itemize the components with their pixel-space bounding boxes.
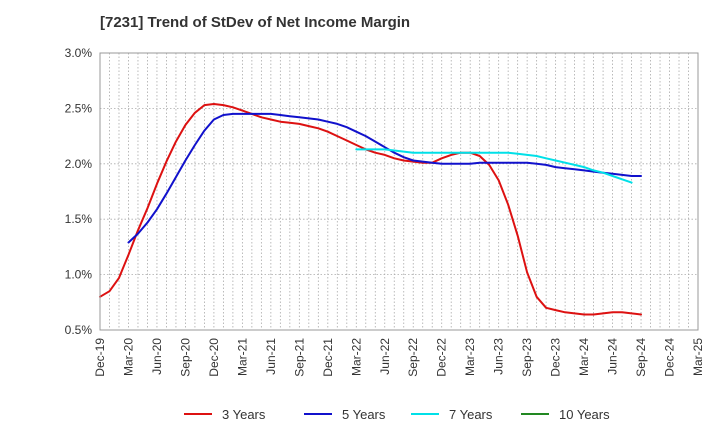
legend-label-7-years: 7 Years xyxy=(449,407,493,422)
x-tick-label: Mar-22 xyxy=(349,338,363,376)
x-tick-label: Mar-24 xyxy=(577,338,591,376)
legend-label-5-years: 5 Years xyxy=(342,407,386,422)
x-tick-label: Dec-20 xyxy=(207,338,221,377)
x-tick-label: Jun-24 xyxy=(606,338,620,375)
x-tick-label: Mar-21 xyxy=(235,338,249,376)
series-lines xyxy=(99,103,642,316)
x-tick-label: Mar-23 xyxy=(463,338,477,376)
series-line-7-years xyxy=(355,148,633,184)
y-tick-label: 1.0% xyxy=(65,268,93,282)
y-tick-label: 2.0% xyxy=(65,157,93,171)
x-tick-label: Jun-21 xyxy=(264,338,278,375)
x-tick-label: Mar-20 xyxy=(121,338,135,376)
x-tick-label: Dec-19 xyxy=(93,338,107,377)
x-tick-label: Dec-24 xyxy=(663,338,677,377)
y-tick-label: 1.5% xyxy=(65,212,93,226)
x-tick-label: Dec-23 xyxy=(549,338,563,377)
x-tick-label: Sep-24 xyxy=(634,338,648,377)
chart-title: [7231] Trend of StDev of Net Income Marg… xyxy=(100,14,411,31)
grid xyxy=(100,52,698,331)
x-tick-label: Sep-20 xyxy=(178,338,192,377)
x-tick-label: Dec-22 xyxy=(435,338,449,377)
y-axis-ticks: 0.5% 1.0% 1.5% 2.0% 2.5% 3.0% xyxy=(65,46,93,337)
x-tick-label: Sep-22 xyxy=(406,338,420,377)
x-tick-label: Sep-21 xyxy=(292,338,306,377)
y-tick-label: 2.5% xyxy=(65,101,93,115)
series-line-3-years xyxy=(99,103,642,316)
legend: 3 Years 5 Years 7 Years 10 Years xyxy=(184,407,610,422)
x-tick-label: Jun-23 xyxy=(492,338,506,375)
x-tick-label: Jun-22 xyxy=(378,338,392,375)
x-tick-label: Jun-20 xyxy=(150,338,164,375)
x-tick-label: Dec-21 xyxy=(321,338,335,377)
x-tick-label: Sep-23 xyxy=(520,338,534,377)
legend-label-10-years: 10 Years xyxy=(559,407,610,422)
y-tick-label: 0.5% xyxy=(65,323,93,337)
x-tick-label: Mar-25 xyxy=(691,338,705,376)
x-axis-ticks: Dec-19 Mar-20 Jun-20 Sep-20 Dec-20 Mar-21 Jun-… xyxy=(93,338,705,377)
y-tick-label: 3.0% xyxy=(65,46,93,60)
legend-label-3-years: 3 Years xyxy=(222,407,266,422)
series-line-5-years xyxy=(127,112,642,244)
plot-frame xyxy=(99,52,699,331)
